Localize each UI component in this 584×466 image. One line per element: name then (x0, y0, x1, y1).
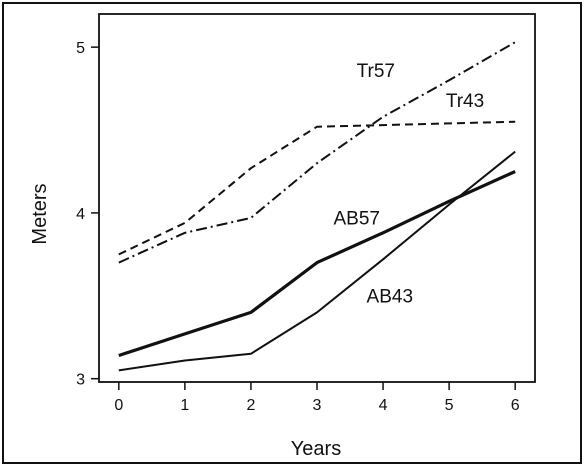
series-label-tr57: Tr57 (357, 61, 395, 82)
x-tick-label-5: 5 (445, 397, 454, 414)
y-axis: 3 4 5 (76, 40, 99, 389)
series-label-ab43: AB43 (367, 286, 413, 307)
x-axis: 0 1 2 3 4 5 6 (114, 382, 520, 414)
x-tick-label-6: 6 (511, 397, 520, 414)
x-tick-label-1: 1 (180, 397, 189, 414)
series-line-tr57 (118, 41, 516, 264)
x-tick-label-3: 3 (313, 397, 322, 414)
y-axis-title: Meters (29, 183, 51, 244)
series-labels: Tr57 Tr43 AB57 AB43 (334, 61, 485, 307)
series-label-ab57: AB57 (334, 209, 380, 230)
series-line-ab57 (118, 170, 516, 358)
x-tick-label-4: 4 (379, 397, 388, 414)
x-tick-label-2: 2 (246, 397, 255, 414)
y-tick-label-3: 3 (76, 372, 85, 389)
y-tick-label-4: 4 (76, 206, 85, 223)
series-label-tr43: Tr43 (446, 91, 484, 112)
series-line-ab43 (118, 150, 516, 372)
series-lines (118, 41, 516, 372)
x-axis-title: Years (291, 438, 341, 460)
x-tick-label-0: 0 (114, 397, 123, 414)
series-line-tr43 (118, 120, 516, 256)
y-tick-label-5: 5 (76, 40, 85, 57)
